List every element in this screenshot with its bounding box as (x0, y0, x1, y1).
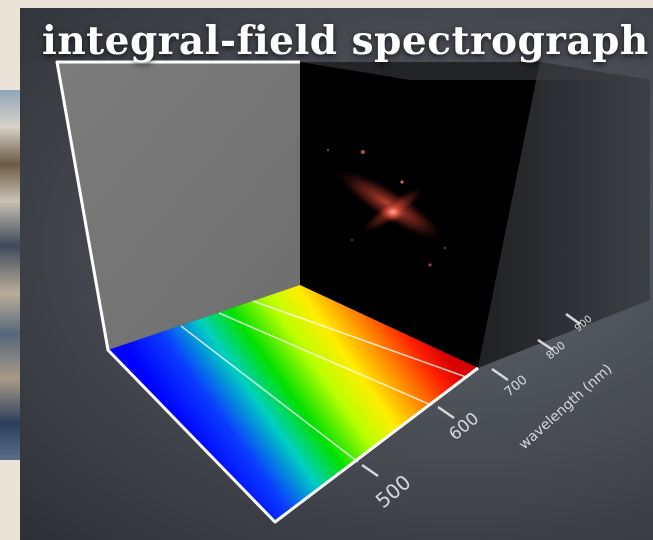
galaxy-image (326, 148, 447, 267)
cube-side-face (478, 62, 650, 368)
spectrum-tick-lines (180, 300, 467, 463)
grey-back-wall (57, 62, 300, 350)
cube-top-face (300, 62, 650, 80)
tick-label-800: 800 (544, 339, 568, 362)
spectrograph-cube-illustration: 500 600 700 800 900 wavelength (nm) (55, 60, 650, 524)
tick-label-600: 600 (445, 409, 483, 445)
tick-label-700: 700 (502, 373, 531, 400)
cube-frame-lines (55, 60, 479, 524)
wavelength-axis-ticks (361, 312, 581, 478)
spectrum-floor (108, 285, 478, 522)
slide-figure: 500 600 700 800 900 wavelength (nm) inte… (20, 8, 653, 540)
slide-title: integral-field spectrograph (42, 18, 649, 64)
wavelength-axis-label: wavelength (nm) (516, 361, 615, 453)
